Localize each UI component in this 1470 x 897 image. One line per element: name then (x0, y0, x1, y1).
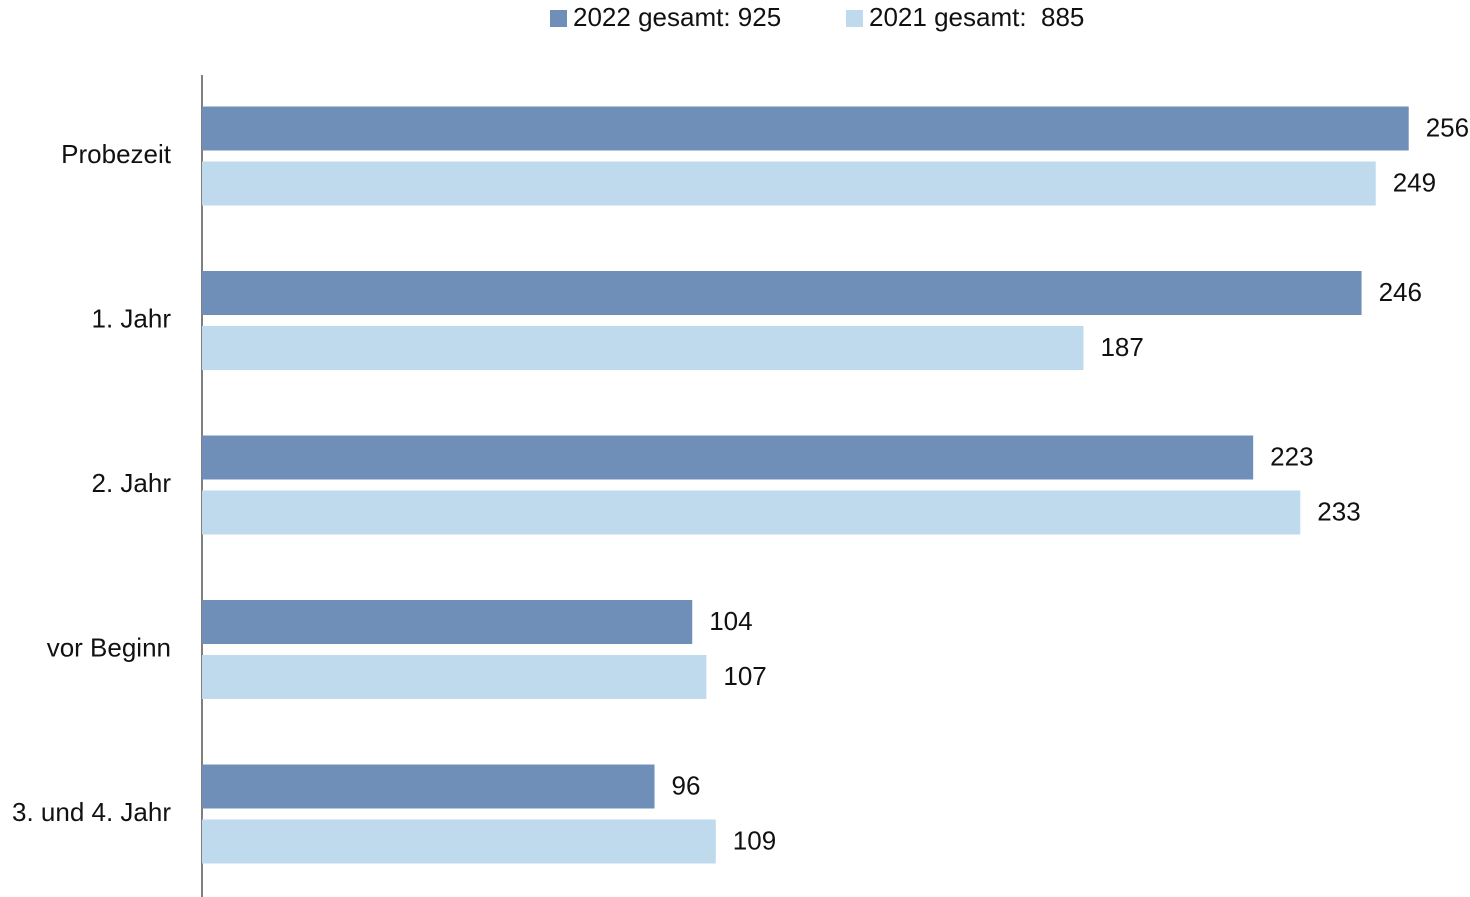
value-label: 104 (709, 606, 752, 636)
legend-label: 2021 gesamt: 885 (869, 2, 1084, 32)
value-label: 107 (723, 661, 766, 691)
bar (202, 326, 1084, 370)
value-label: 249 (1393, 167, 1436, 197)
y-tick-label: 1. Jahr (92, 303, 172, 333)
bar (202, 271, 1362, 315)
value-label: 233 (1317, 496, 1360, 526)
bar (202, 161, 1376, 206)
bar (202, 435, 1254, 480)
bar (202, 106, 1409, 151)
value-label: 187 (1100, 332, 1143, 362)
bar (202, 600, 693, 644)
value-label: 256 (1426, 112, 1469, 142)
y-tick-label: Probezeit (61, 139, 172, 169)
value-label: 96 (672, 770, 701, 800)
legend-label: 2022 gesamt: 925 (573, 2, 781, 32)
value-label: 223 (1270, 441, 1313, 471)
legend-swatch (846, 10, 863, 27)
bar (202, 490, 1301, 535)
y-tick-label: 3. und 4. Jahr (12, 797, 171, 827)
legend-swatch (550, 10, 567, 27)
bar (202, 655, 707, 699)
value-label: 246 (1379, 277, 1422, 307)
y-tick-label: vor Beginn (47, 632, 171, 662)
y-tick-label: 2. Jahr (92, 468, 172, 498)
value-label: 109 (733, 825, 776, 855)
bar (202, 764, 655, 809)
bar (202, 819, 716, 864)
